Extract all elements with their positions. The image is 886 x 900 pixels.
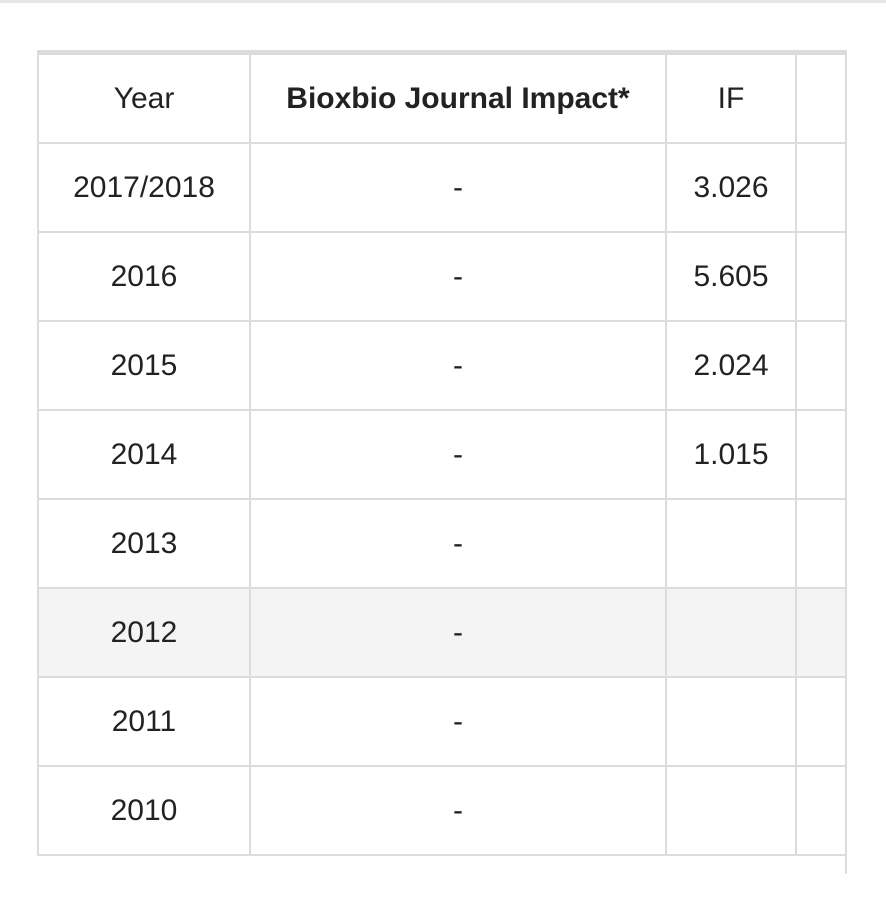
table-cell: 2015 <box>37 320 251 411</box>
table-cell: 5.605 <box>665 231 797 322</box>
table-row: 2014-1.015 <box>37 409 845 500</box>
empty-cell <box>795 676 845 767</box>
empty-cell <box>665 498 797 589</box>
table-cell: 1.015 <box>665 409 797 500</box>
table-row: 2010- <box>37 765 845 856</box>
table-cell: - <box>249 498 667 589</box>
table-cell: 2012 <box>37 587 251 678</box>
table-cell: - <box>249 320 667 411</box>
column-header: Bioxbio Journal Impact* <box>249 53 667 144</box>
table-cell: 2.024 <box>665 320 797 411</box>
empty-cell <box>795 587 845 678</box>
table-cell: - <box>249 409 667 500</box>
table-row: 2013- <box>37 498 845 589</box>
table-row: 2011- <box>37 676 845 767</box>
table-cell: 2013 <box>37 498 251 589</box>
table-cell: 2011 <box>37 676 251 767</box>
table-cell: 3.026 <box>665 142 797 233</box>
empty-cell <box>665 676 797 767</box>
empty-cell <box>795 142 845 233</box>
empty-cell <box>795 320 845 411</box>
column-header: To <box>795 53 845 144</box>
column-header: IF <box>665 53 797 144</box>
table-cell: - <box>249 587 667 678</box>
empty-cell <box>665 587 797 678</box>
table-cell: 2017/2018 <box>37 142 251 233</box>
table-row: 2012- <box>37 587 845 678</box>
empty-cell <box>795 231 845 322</box>
table-cell: 2016 <box>37 231 251 322</box>
table-cell: 2010 <box>37 765 251 856</box>
column-header: Year <box>37 53 251 144</box>
table-cell: 2014 <box>37 409 251 500</box>
divider <box>0 0 886 3</box>
empty-cell <box>795 409 845 500</box>
table-row: 2016-5.605 <box>37 231 845 322</box>
empty-cell <box>795 765 845 856</box>
empty-cell <box>665 765 797 856</box>
table-cell: - <box>249 765 667 856</box>
table-row: 2015-2.024 <box>37 320 845 411</box>
table-cell: - <box>249 676 667 767</box>
table-row: 2017/2018-3.026 <box>37 142 845 233</box>
table-cell: - <box>249 231 667 322</box>
table-cell: - <box>249 142 667 233</box>
empty-cell <box>795 498 845 589</box>
